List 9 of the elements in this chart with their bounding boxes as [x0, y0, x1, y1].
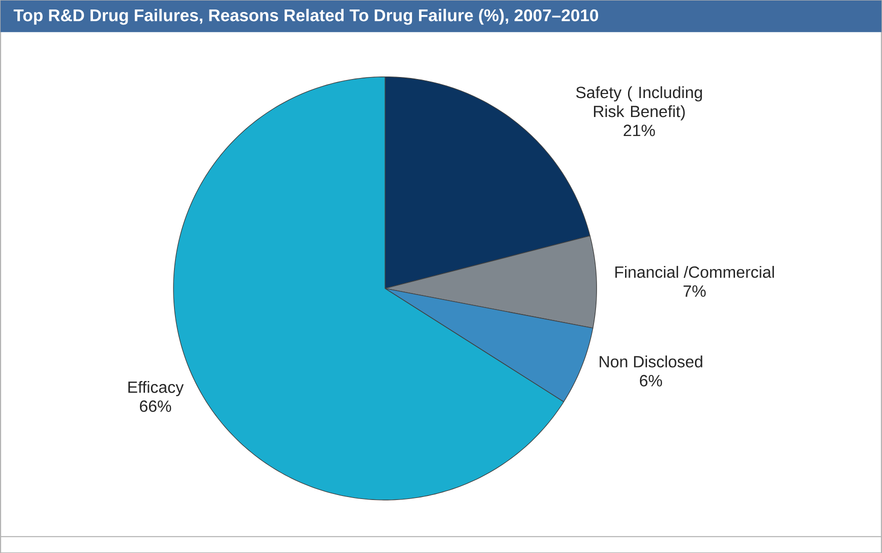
data-label: 21%	[624, 124, 655, 136]
slice-label: Efficacy	[128, 380, 184, 396]
data-label: 66%	[140, 400, 172, 412]
slice-label: Safety ( Including Risk Benefit)	[576, 86, 702, 120]
chart-title: Top R&D Drug Failures, Reasons Related To Drug Failure (%), 2007–2010	[14, 8, 598, 25]
slice-label: Non Disclosed	[600, 355, 702, 368]
data-label: 7%	[684, 285, 706, 297]
slice-label: Financial /Commercial	[615, 266, 774, 278]
data-label: 6%	[640, 374, 662, 386]
